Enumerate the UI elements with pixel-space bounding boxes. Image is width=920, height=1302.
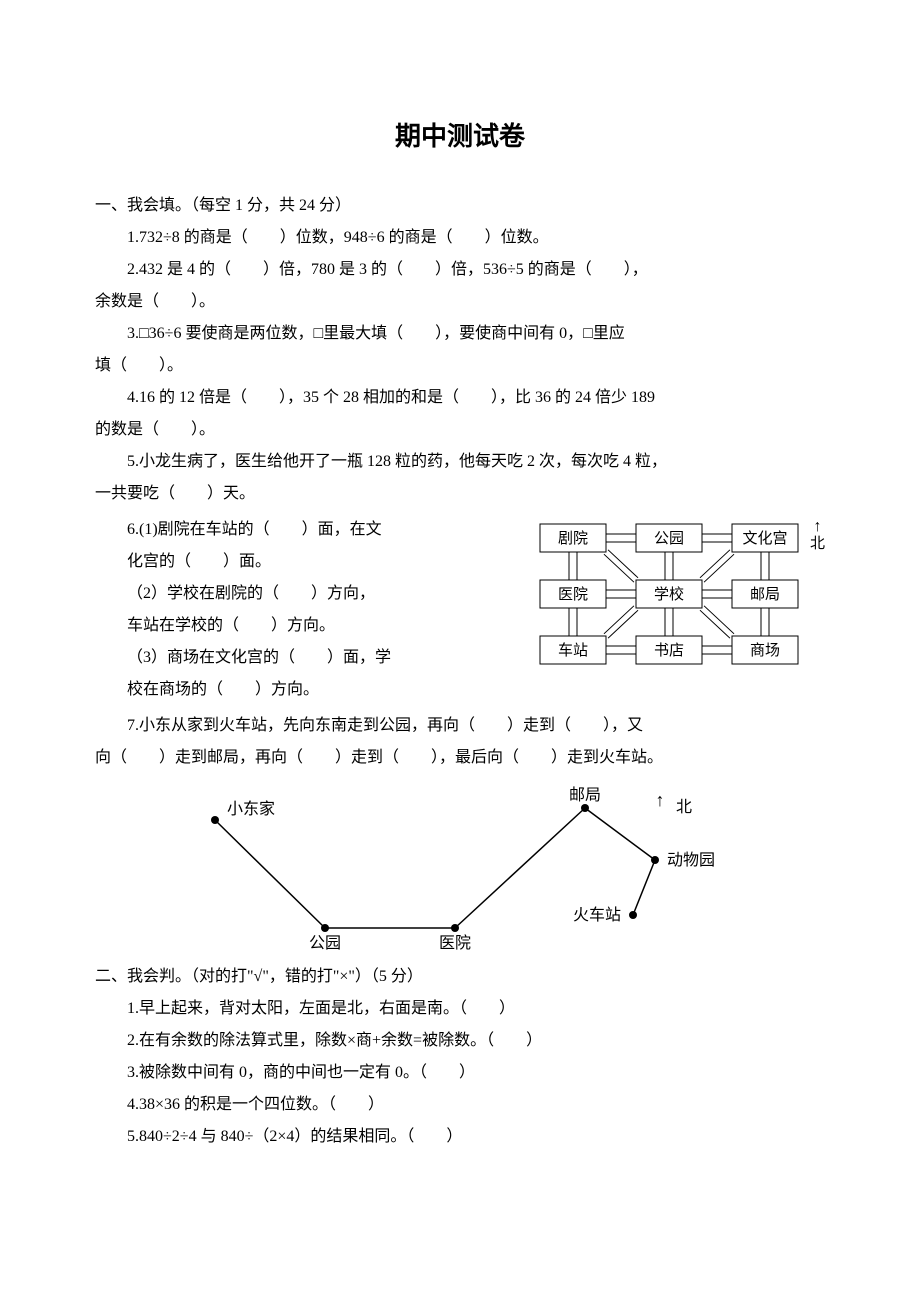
s1-q1: 1.732÷8 的商是（ ）位数，948÷6 的商是（ ）位数。 [95,222,825,254]
section1-heading: 一、我会填。（每空 1 分，共 24 分） [95,190,825,222]
section2-heading: 二、我会判。（对的打"√"，错的打"×"）（5 分） [95,961,825,993]
s2-q1: 1.早上起来，背对太阳，左面是北，右面是南。（ ） [95,993,825,1025]
svg-text:北: 北 [676,798,692,816]
s1-q5b: 一共要吃（ ）天。 [95,478,825,510]
s2-q4: 4.38×36 的积是一个四位数。（ ） [95,1089,825,1121]
s2-q5: 5.840÷2÷4 与 840÷（2×4）的结果相同。（ ） [95,1121,825,1153]
north-indicator-gridmap: ↑ 北 [810,518,825,552]
s1-q7a: 7.小东从家到火车站，先向东南走到公园，再向（ ）走到（ ），又 [95,710,825,742]
path-map-diagram: 小东家公园 医院 邮局动物园火车站 ↑ 北 [155,780,755,955]
svg-text:车站: 车站 [558,642,588,659]
s1-q6c: （2）学校在剧院的（ ）方向， [95,578,516,610]
s1-q6f: 校在商场的（ ）方向。 [95,674,516,706]
s1-q3b: 填（ ）。 [95,350,825,382]
svg-text:剧院: 剧院 [558,529,588,547]
svg-text:学校: 学校 [654,586,684,603]
s1-q4b: 的数是（ ）。 [95,414,825,446]
north-label: 北 [810,536,825,553]
svg-text:医院: 医院 [439,934,471,952]
s2-q3: 3.被除数中间有 0，商的中间也一定有 0。（ ） [95,1057,825,1089]
s1-q6d: 车站在学校的（ ）方向。 [95,610,516,642]
svg-text:邮局: 邮局 [569,786,601,804]
grid-map-diagram: 剧院 公园 文化宫医院 学校 邮局车站 书店 商场 [534,518,804,670]
svg-text:公园: 公园 [654,530,684,547]
s1-q2a: 2.432 是 4 的（ ）倍，780 是 3 的（ ）倍，536÷5 的商是（… [95,254,825,286]
svg-text:公园: 公园 [309,935,341,952]
s1-q6e: （3）商场在文化宫的（ ）面，学 [95,642,516,674]
svg-text:火车站: 火车站 [573,906,621,924]
svg-text:文化宫: 文化宫 [742,530,787,547]
s1-q7b: 向（ ）走到邮局，再向（ ）走到（ ），最后向（ ）走到火车站。 [95,742,825,774]
svg-text:动物园: 动物园 [667,851,715,869]
s1-q2b: 余数是（ ）。 [95,286,825,318]
s1-q3a: 3.□36÷6 要使商是两位数，□里最大填（ ），要使商中间有 0，□里应 [95,318,825,350]
page-title: 期中测试卷 [95,110,825,162]
svg-text:邮局: 邮局 [750,586,780,603]
s1-q6a: 6.(1)剧院在车站的（ ）面，在文 [95,514,516,546]
s1-q4a: 4.16 的 12 倍是（ ），35 个 28 相加的和是（ ），比 36 的 … [95,382,825,414]
s1-q6b: 化宫的（ ）面。 [95,546,516,578]
svg-text:医院: 医院 [558,585,588,603]
svg-text:小东家: 小东家 [227,800,275,818]
svg-text:商场: 商场 [750,642,780,659]
s1-q5a: 5.小龙生病了，医生给他开了一瓶 128 粒的药，他每天吃 2 次，每次吃 4 … [95,446,825,478]
svg-text:书店: 书店 [654,642,684,659]
s2-q2: 2.在有余数的除法算式里，除数×商+余数=被除数。（ ） [95,1025,825,1057]
arrow-up-icon: ↑ [813,518,821,536]
svg-text:↑: ↑ [656,790,665,810]
